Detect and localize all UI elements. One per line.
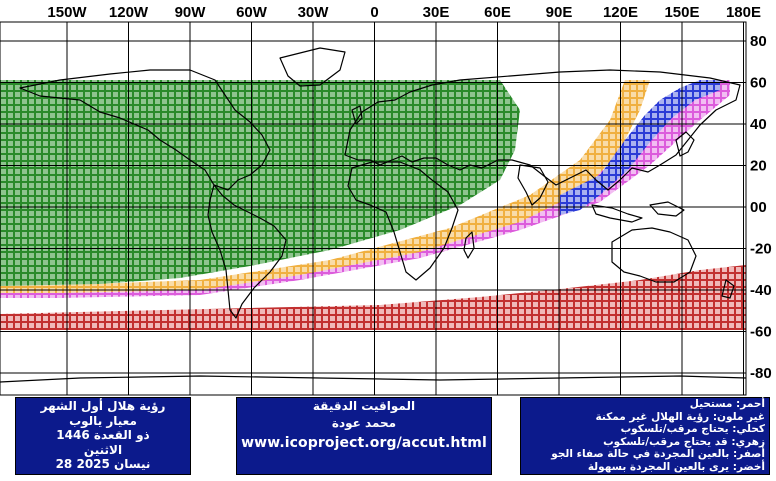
longitude-labels: 150W 120W 90W 60W 30W 0 30E 60E 90E 120E 150E 180E: [47, 4, 761, 21]
visibility-zones: [0, 80, 746, 330]
blue-zone: [560, 80, 720, 215]
latitude-label: -80: [750, 365, 772, 382]
longitude-label: 150W: [47, 4, 87, 21]
longitude-label: 180E: [726, 4, 761, 21]
green-zone: [0, 80, 520, 286]
latitude-label: 20: [750, 158, 767, 175]
legend-magenta: زهري: قد يحتاج مرقب/تلسكوب: [603, 435, 765, 448]
credits-panel: المواقيت الدقيقة محمد عودة www.icoprojec…: [236, 397, 492, 475]
latitude-label: -20: [750, 241, 772, 258]
weekday-line: الاثنين: [83, 442, 123, 457]
author-name: محمد عودة: [331, 416, 397, 430]
title-panel: رؤية هلال أول الشهر معيار يالوب ذو القعد…: [15, 397, 191, 475]
longitude-label: 120E: [603, 4, 638, 21]
legend-blue: كحلي: يحتاج مرقب/تلسكوب: [620, 423, 765, 436]
legend-uncolored: غير ملون: رؤية الهلال غير ممكنة: [595, 410, 765, 423]
legend-yellow: أصفر: بالعين المجردة في حالة صفاء الجو: [551, 448, 765, 461]
longitude-label: 90E: [546, 4, 573, 21]
latitude-label: -60: [750, 324, 772, 341]
longitude-label: 30E: [423, 4, 450, 21]
map-frame: [0, 21, 747, 396]
legend-green: أخضر: يرى بالعين المجردة بسهولة: [587, 460, 765, 473]
latitude-label: 40: [750, 116, 767, 133]
longitude-label: 30W: [298, 4, 330, 21]
title-line: رؤية هلال أول الشهر: [40, 399, 166, 413]
longitude-label: 150E: [664, 4, 699, 21]
latitude-label: 00: [750, 199, 767, 216]
latitude-label: -40: [750, 282, 772, 299]
longitude-label: 0: [370, 4, 378, 21]
longitude-label: 90W: [175, 4, 207, 21]
criterion-line: معيار يالوب: [69, 413, 137, 428]
legend-red: أحمر: مستحيل: [689, 398, 765, 410]
legend-panel: أحمر: مستحيل غير ملون: رؤية الهلال غير م…: [520, 397, 770, 475]
latitude-labels: 80 60 40 20 00 -20 -40 -60 -80: [750, 33, 772, 382]
website-link[interactable]: www.icoproject.org/accut.html: [241, 435, 487, 451]
longitude-label: 60W: [236, 4, 268, 21]
latitude-label: 60: [750, 75, 767, 92]
coastlines: [0, 47, 747, 383]
date-line: نيسان 2025 28: [55, 457, 151, 471]
map-graticule: [0, 21, 747, 396]
precise-times-label: المواقيت الدقيقة: [312, 399, 416, 413]
longitude-label: 60E: [484, 4, 511, 21]
month-line: ذو القعدة 1446: [56, 428, 150, 442]
latitude-label: 80: [750, 33, 767, 50]
longitude-label: 120W: [109, 4, 149, 21]
